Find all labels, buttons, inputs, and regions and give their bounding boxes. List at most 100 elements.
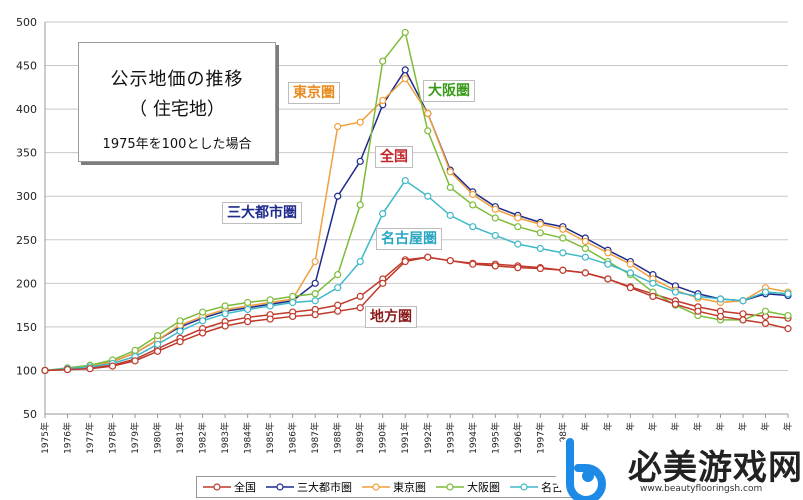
data-point xyxy=(536,244,544,253)
legend-swatch xyxy=(436,483,464,491)
data-point xyxy=(469,190,477,199)
data-point xyxy=(379,96,387,105)
chart-subtitle: （ 住宅地） xyxy=(129,99,225,120)
data-point xyxy=(131,357,139,365)
x-tick-label: 年 xyxy=(759,422,771,431)
data-point xyxy=(401,75,409,83)
y-tick-label: 400 xyxy=(16,103,37,116)
data-point xyxy=(604,275,612,283)
legend-swatch xyxy=(266,483,294,491)
data-point xyxy=(131,346,139,355)
data-point xyxy=(356,118,364,126)
data-point xyxy=(289,312,297,321)
x-tick-label: 1981年 xyxy=(174,422,186,454)
data-point xyxy=(334,122,342,131)
legend-label: 全国 xyxy=(234,481,256,494)
legend-label: 三大都市圏 xyxy=(297,481,352,494)
data-point xyxy=(63,365,72,374)
data-point xyxy=(581,269,589,277)
data-point xyxy=(266,296,274,304)
data-point xyxy=(424,127,432,135)
y-tick-label: 50 xyxy=(23,408,37,421)
data-point xyxy=(626,269,634,277)
data-point xyxy=(41,366,49,375)
data-point xyxy=(761,307,770,315)
chart-title: 公示地価の推移 xyxy=(110,69,244,90)
series-名古屋圏 xyxy=(41,176,792,375)
x-tick-label: 1982年 xyxy=(197,422,209,454)
data-point xyxy=(153,332,162,340)
data-point xyxy=(559,266,567,274)
x-tick-label: 1978年 xyxy=(107,422,119,454)
data-point xyxy=(244,318,252,326)
x-tick-label: 1997年 xyxy=(534,422,546,454)
data-point xyxy=(491,262,499,270)
callout-nagoya: 名古屋圏 xyxy=(376,228,442,250)
x-tick-label: 1983年 xyxy=(219,422,231,454)
data-point xyxy=(379,57,387,65)
data-point xyxy=(244,298,252,307)
data-point xyxy=(491,205,499,213)
callout-sandai: 三大都市圏 xyxy=(222,202,302,224)
data-point xyxy=(334,271,342,279)
data-point xyxy=(739,297,747,305)
data-point xyxy=(176,338,184,346)
data-point xyxy=(176,317,184,325)
legend-swatch xyxy=(510,483,538,491)
data-point xyxy=(559,225,567,233)
x-axis-ticks: 1975年 1976年 1977年 1978年 1979年 1980年 1981年 1982年… xyxy=(39,414,794,454)
data-point xyxy=(199,317,207,325)
data-point xyxy=(153,340,162,348)
data-point xyxy=(761,319,770,328)
data-point xyxy=(604,249,612,257)
data-point xyxy=(311,290,319,298)
data-point xyxy=(401,176,409,185)
data-point xyxy=(266,302,274,310)
x-tick-label: 年 xyxy=(579,422,591,431)
callout-osaka: 大阪圏 xyxy=(423,80,475,102)
data-point xyxy=(334,307,342,315)
x-tick-label: 1976年 xyxy=(62,422,74,454)
data-point xyxy=(153,347,162,355)
y-tick-label: 150 xyxy=(16,321,37,334)
data-point xyxy=(311,311,319,319)
data-point xyxy=(311,257,319,266)
data-point xyxy=(401,28,409,37)
callout-zenkoku: 全国 xyxy=(375,146,413,168)
x-tick-label: 1979年 xyxy=(129,422,141,454)
x-tick-label: 年 xyxy=(737,422,749,431)
data-point xyxy=(581,244,589,253)
x-tick-label: 1995年 xyxy=(489,422,501,454)
data-point xyxy=(379,279,387,287)
data-point xyxy=(469,201,477,209)
y-tick-label: 100 xyxy=(16,364,37,377)
data-point xyxy=(626,260,634,268)
chart-note: 1975年を100とした場合 xyxy=(102,137,252,152)
series-line xyxy=(44,256,789,372)
data-point xyxy=(401,66,409,74)
callout-chihou: 地方圏 xyxy=(365,306,417,328)
x-tick-label: 年 xyxy=(602,422,614,431)
data-point xyxy=(626,284,634,292)
legend-label: 大阪圏 xyxy=(467,481,500,494)
data-point xyxy=(469,260,477,268)
data-point xyxy=(671,300,680,308)
x-tick-label: 1992年 xyxy=(422,422,434,454)
legend-swatch xyxy=(203,483,231,491)
legend-swatch xyxy=(362,483,390,491)
data-point xyxy=(266,315,274,323)
data-point xyxy=(739,316,747,324)
data-point xyxy=(671,288,680,296)
series-line xyxy=(44,30,789,372)
data-point xyxy=(401,257,409,266)
series-line xyxy=(44,77,789,372)
data-point xyxy=(356,201,364,209)
data-point xyxy=(536,264,544,273)
x-tick-label: 1991年 xyxy=(399,422,411,454)
data-point xyxy=(491,214,499,222)
watermark-url: www.beautyflooringsh.com xyxy=(640,484,763,494)
y-axis-ticks: 50 100 150 200 250 300 350 400 450 500 xyxy=(16,16,37,421)
data-point xyxy=(649,292,657,300)
data-point xyxy=(221,302,229,310)
x-tick-label: 1989年 xyxy=(354,422,366,454)
